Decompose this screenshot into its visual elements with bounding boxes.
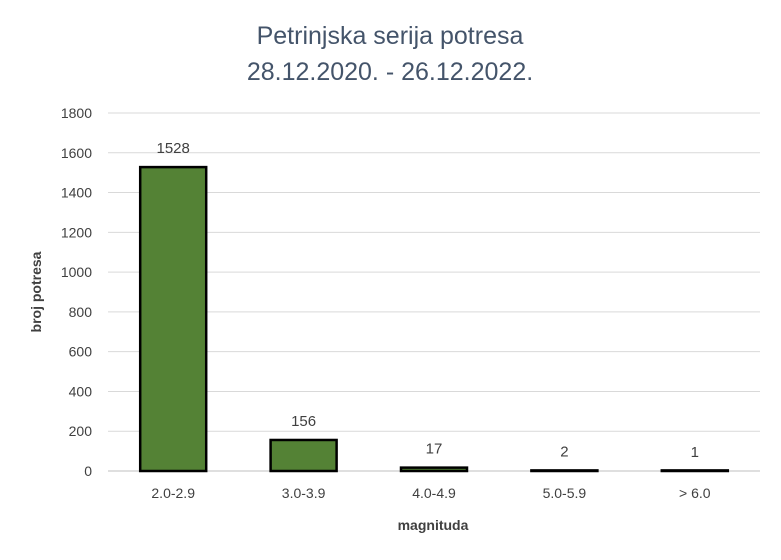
bar-1 (138, 165, 208, 473)
bar-5 (660, 469, 730, 473)
x-tick-label-4: 5.0-5.9 (543, 485, 587, 501)
y-tick-label: 600 (69, 344, 93, 360)
y-tick-label: 200 (69, 423, 93, 439)
x-axis-ticks: 2.0-2.9 3.0-3.9 4.0-4.9 5.0-5.9 > 6.0 (151, 485, 710, 501)
bar-2 (269, 438, 338, 473)
y-tick-label: 1200 (61, 224, 92, 240)
y-tick-label: 1600 (61, 145, 92, 161)
data-label-2: 156 (291, 413, 316, 430)
x-tick-label-3: 4.0-4.9 (412, 485, 456, 501)
data-label-4: 2 (560, 444, 568, 461)
bar-4 (530, 469, 599, 473)
x-tick-label-2: 3.0-3.9 (282, 485, 326, 501)
y-axis-title: broj potresa (28, 251, 44, 332)
data-label-1: 1528 (157, 140, 190, 157)
data-labels: 1528 156 17 2 1 (157, 140, 699, 461)
bars (138, 165, 730, 473)
data-label-3: 17 (426, 441, 443, 458)
y-axis-ticks: 0 200 400 600 800 1000 1200 1400 1600 1800 (61, 105, 92, 479)
bar-3 (399, 466, 469, 473)
x-axis-title: magnituda (398, 517, 469, 533)
data-label-5: 1 (691, 444, 699, 461)
chart-title-line2: 28.12.2020. - 26.12.2022. (247, 58, 533, 86)
y-tick-label: 400 (69, 383, 93, 399)
x-tick-label-5: > 6.0 (679, 485, 711, 501)
y-tick-label: 0 (84, 463, 92, 479)
y-tick-label: 1400 (61, 185, 92, 201)
y-tick-label: 800 (69, 304, 93, 320)
chart-title-line1: Petrinjska serija potresa (257, 22, 524, 50)
y-tick-label: 1000 (61, 264, 92, 280)
x-tick-label-1: 2.0-2.9 (151, 485, 195, 501)
y-tick-label: 1800 (61, 105, 92, 121)
gridlines (108, 112, 760, 472)
